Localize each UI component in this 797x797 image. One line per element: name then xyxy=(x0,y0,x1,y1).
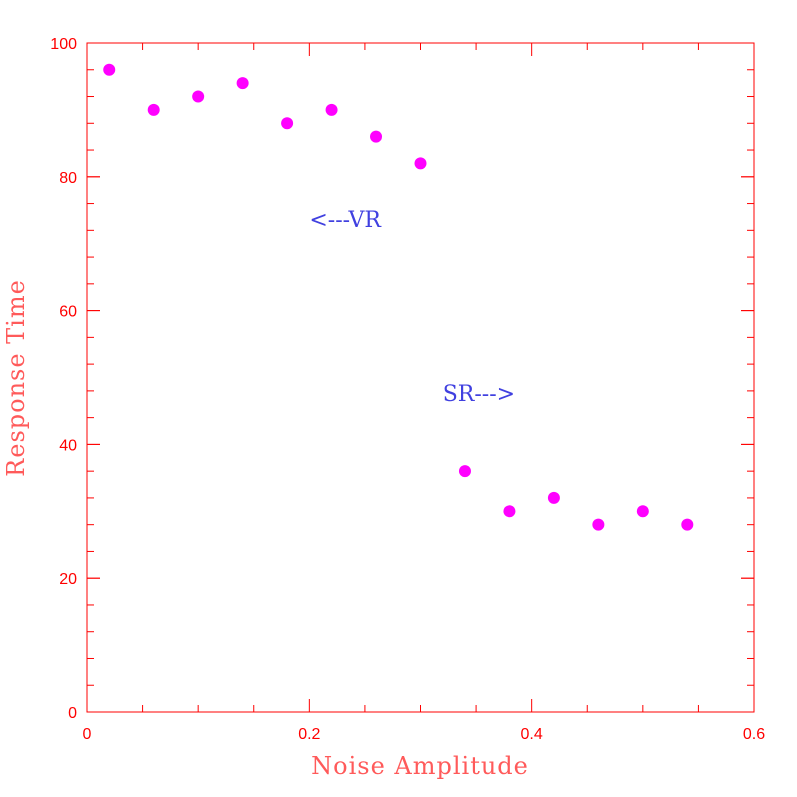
data-point xyxy=(681,518,694,531)
annotation-text: <---VR xyxy=(309,208,382,233)
y-axis-title: Response Time xyxy=(2,279,30,477)
data-points xyxy=(103,63,694,531)
y-tick-label: 20 xyxy=(59,571,77,588)
plot-frame xyxy=(86,42,755,713)
x-tick-label: 0 xyxy=(83,726,92,743)
data-point xyxy=(636,505,649,518)
data-point xyxy=(414,157,427,170)
x-tick-label: 0.2 xyxy=(298,726,320,743)
x-tick-label: 0.4 xyxy=(521,726,543,743)
y-tick-label: 40 xyxy=(59,437,77,454)
y-tick-label: 60 xyxy=(59,304,77,321)
chart-annotations: <---VR SR---> xyxy=(309,208,515,407)
data-point xyxy=(592,518,605,531)
data-point xyxy=(192,90,205,103)
axis-ticks xyxy=(86,42,755,713)
data-point xyxy=(325,103,338,116)
data-point xyxy=(547,491,560,504)
axis-tick-labels: 0 0.2 0.4 0.6 0 20 40 60 80 100 xyxy=(50,36,765,743)
x-axis-title: Noise Amplitude xyxy=(311,752,529,780)
y-tick-label: 100 xyxy=(50,36,77,53)
data-point xyxy=(503,505,516,518)
y-tick-label: 80 xyxy=(59,170,77,187)
data-point xyxy=(370,130,383,143)
annotation-text: SR---> xyxy=(443,382,515,407)
data-point xyxy=(147,103,160,116)
data-point xyxy=(281,117,294,130)
data-point xyxy=(458,465,471,478)
y-tick-label: 0 xyxy=(68,705,77,722)
data-point xyxy=(236,77,249,90)
data-point xyxy=(103,63,116,76)
x-tick-label: 0.6 xyxy=(743,726,765,743)
